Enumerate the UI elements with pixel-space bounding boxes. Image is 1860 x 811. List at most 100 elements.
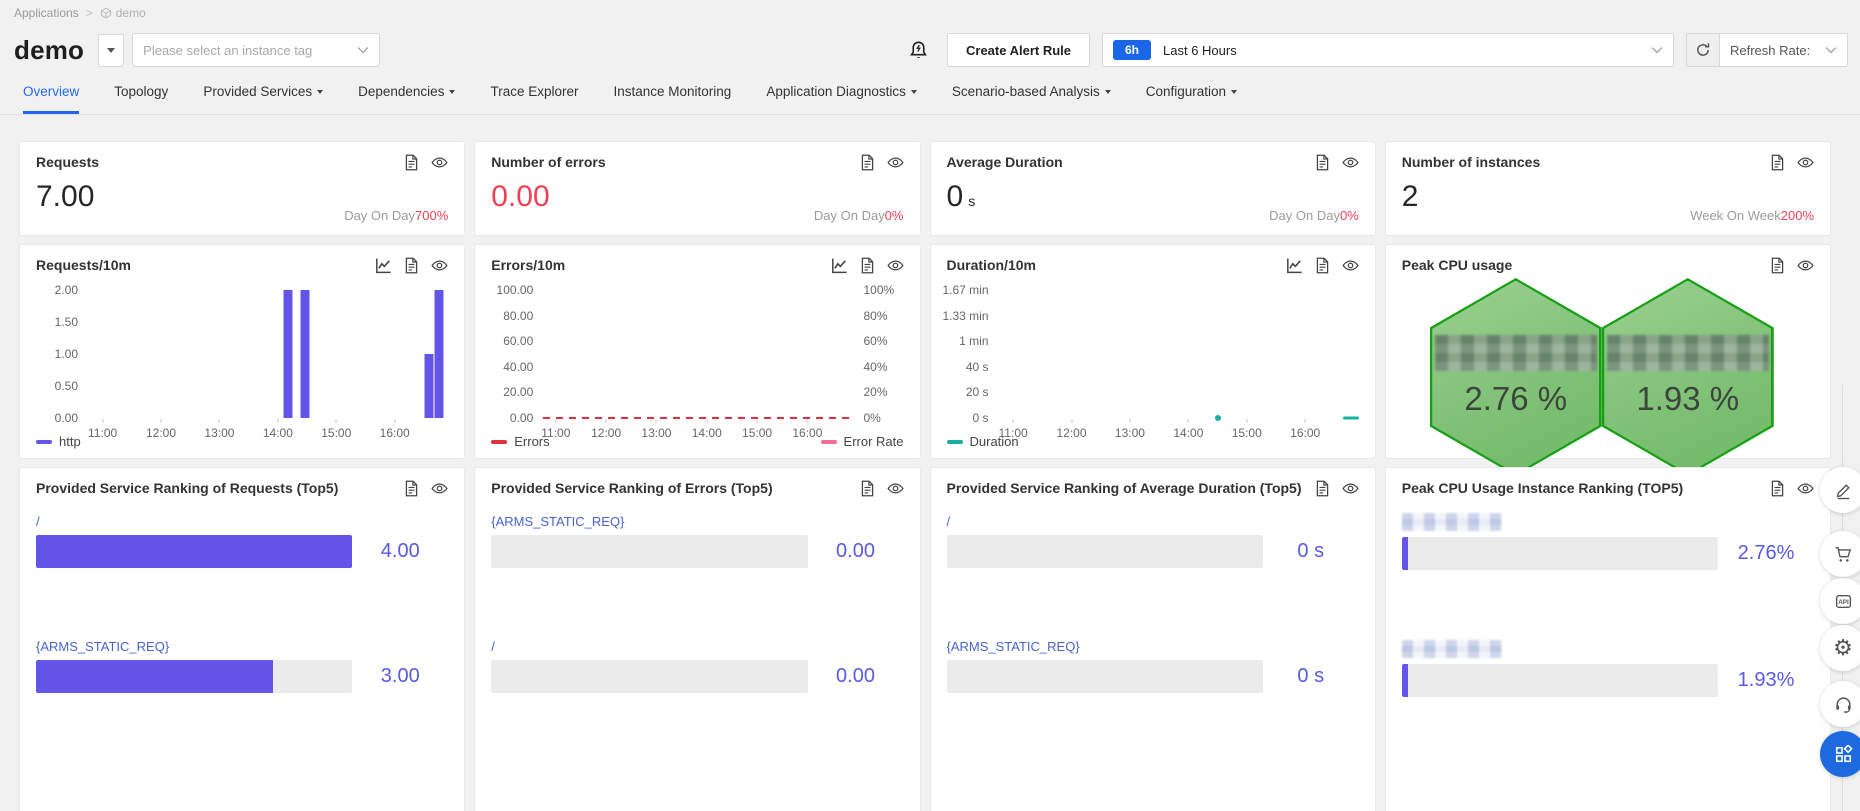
chart-card-duration-10m: Duration/10m 1.67 min 1.33 min 1 min 40 s 20… bbox=[929, 244, 1376, 459]
ranking-cards-row: Provided Service Ranking of Requests (To… bbox=[19, 467, 1831, 811]
y-axis-tick-right: 20% bbox=[863, 385, 888, 400]
document-icon[interactable] bbox=[1314, 257, 1331, 274]
chart-legend: Duration bbox=[946, 434, 1359, 449]
document-icon[interactable] bbox=[1314, 480, 1331, 497]
breadcrumb-root[interactable]: Applications bbox=[14, 6, 79, 20]
x-axis-tick: 13:00 bbox=[1114, 426, 1145, 440]
x-axis-tick: 16:00 bbox=[379, 426, 410, 440]
service-link[interactable]: {ARMS_STATIC_REQ} bbox=[946, 639, 1080, 654]
api-badge-icon[interactable]: API bbox=[1820, 578, 1860, 624]
eye-icon[interactable] bbox=[886, 154, 904, 171]
tab-trace-explorer[interactable]: Trace Explorer bbox=[490, 84, 579, 99]
create-alert-rule-button[interactable]: Create Alert Rule bbox=[947, 33, 1090, 67]
tab-overview[interactable]: Overview bbox=[23, 84, 80, 114]
legend-item[interactable]: Duration bbox=[946, 434, 1019, 449]
alert-bell-icon[interactable] bbox=[903, 35, 933, 65]
document-icon[interactable] bbox=[859, 257, 876, 274]
x-axis-tick: 16:00 bbox=[792, 426, 823, 440]
service-link[interactable]: {ARMS_STATIC_REQ} bbox=[36, 639, 170, 654]
ranking-value: 0.00 bbox=[836, 665, 875, 687]
blurred-instance-label bbox=[1401, 640, 1502, 658]
eye-icon[interactable] bbox=[1342, 154, 1359, 171]
svg-text:API: API bbox=[1838, 599, 1849, 606]
x-axis-tick: 15:00 bbox=[321, 426, 352, 440]
document-icon[interactable] bbox=[403, 480, 420, 497]
zero-value-dashed-line bbox=[543, 417, 854, 419]
caret-down-icon bbox=[449, 89, 456, 94]
app-switcher-button[interactable] bbox=[98, 33, 125, 67]
tab-scenario-based-analysis[interactable]: Scenario-based Analysis bbox=[952, 84, 1111, 114]
chart-bar bbox=[283, 290, 293, 418]
document-icon[interactable] bbox=[859, 154, 876, 171]
service-link[interactable]: {ARMS_STATIC_REQ} bbox=[491, 514, 625, 529]
service-link[interactable]: / bbox=[491, 639, 495, 654]
headset-icon[interactable] bbox=[1820, 681, 1860, 727]
eye-icon[interactable] bbox=[431, 154, 448, 171]
caret-down-icon bbox=[1104, 89, 1111, 94]
legend-item[interactable]: Errors bbox=[491, 434, 550, 449]
ranking-row: {ARMS_STATIC_REQ} 0 s bbox=[946, 638, 1359, 693]
tab-dependencies[interactable]: Dependencies bbox=[358, 84, 456, 114]
eye-icon[interactable] bbox=[1797, 257, 1814, 274]
legend-item[interactable]: Error Rate bbox=[820, 434, 904, 449]
eye-icon[interactable] bbox=[1797, 154, 1814, 171]
kpi-compare: Day On Day0% bbox=[1269, 208, 1359, 223]
refresh-button[interactable] bbox=[1686, 33, 1720, 67]
refresh-rate-select[interactable]: Refresh Rate: bbox=[1720, 33, 1848, 67]
document-icon[interactable] bbox=[1769, 257, 1786, 274]
service-link[interactable]: / bbox=[946, 514, 951, 529]
document-icon[interactable] bbox=[403, 154, 420, 171]
line-chart-icon[interactable] bbox=[1286, 257, 1303, 274]
ranking-row: {ARMS_STATIC_REQ} 3.00 bbox=[36, 638, 448, 693]
tab-application-diagnostics[interactable]: Application Diagnostics bbox=[766, 84, 917, 114]
document-icon[interactable] bbox=[1769, 154, 1786, 171]
edit-pencil-icon[interactable] bbox=[1820, 467, 1860, 513]
eye-icon[interactable] bbox=[886, 257, 904, 274]
page-title: demo bbox=[14, 34, 85, 65]
kpi-title: Number of instances bbox=[1401, 154, 1541, 170]
x-axis-tick: 15:00 bbox=[1231, 426, 1262, 440]
refresh-rate-label: Refresh Rate: bbox=[1730, 42, 1811, 58]
eye-icon[interactable] bbox=[886, 480, 904, 497]
card-header-icons bbox=[375, 257, 448, 274]
legend-item[interactable]: http bbox=[36, 434, 81, 449]
tab-provided-services[interactable]: Provided Services bbox=[203, 84, 324, 114]
tab-instance-monitoring[interactable]: Instance Monitoring bbox=[613, 84, 732, 99]
instance-tag-select[interactable]: Please select an instance tag bbox=[132, 33, 381, 67]
ranking-row: / 0.00 bbox=[491, 638, 903, 693]
settings-gear-icon[interactable]: ⚙ bbox=[1820, 625, 1860, 671]
tab-configuration[interactable]: Configuration bbox=[1146, 84, 1238, 114]
y-axis-tick: 1 min bbox=[959, 334, 989, 349]
eye-icon[interactable] bbox=[1797, 480, 1814, 497]
y-axis-tick-right: 100% bbox=[863, 283, 895, 297]
y-axis-tick: 2.00 bbox=[54, 283, 78, 297]
chart-card-errors-10m: Errors/10m 100.00 80.00 60.00 40.00 20.00 0.0… bbox=[474, 244, 921, 459]
app-grid-icon[interactable] bbox=[1820, 731, 1860, 777]
ranking-card-1: Provided Service Ranking of Errors (Top5… bbox=[474, 467, 921, 811]
page-header: demo Please select an instance tag Creat… bbox=[14, 30, 1848, 70]
ranking-bar-track bbox=[36, 535, 353, 568]
tab-topology[interactable]: Topology bbox=[114, 84, 169, 99]
kpi-title: Average Duration bbox=[946, 154, 1063, 170]
eye-icon[interactable] bbox=[1342, 480, 1359, 497]
service-link[interactable]: / bbox=[36, 514, 40, 529]
eye-icon[interactable] bbox=[1342, 257, 1359, 274]
kpi-value: 7.00 bbox=[36, 180, 95, 213]
line-chart-icon[interactable] bbox=[375, 257, 392, 274]
eye-icon[interactable] bbox=[431, 480, 448, 497]
kpi-compare: Week On Week200% bbox=[1690, 208, 1814, 223]
eye-icon[interactable] bbox=[431, 257, 448, 274]
shopping-cart-icon[interactable] bbox=[1820, 531, 1860, 577]
line-chart-icon[interactable] bbox=[831, 257, 848, 274]
legend-swatch bbox=[36, 439, 52, 444]
legend-swatch bbox=[946, 439, 963, 444]
document-icon[interactable] bbox=[1769, 480, 1786, 497]
card-header-icons bbox=[403, 154, 448, 171]
document-icon[interactable] bbox=[403, 257, 420, 274]
document-icon[interactable] bbox=[859, 480, 876, 497]
chart-card-requests-10m: Requests/10m 2.00 1.50 1.00 0.50 0.00 11:00 12… bbox=[19, 244, 466, 459]
x-axis-tick: 12:00 bbox=[146, 426, 177, 440]
document-icon[interactable] bbox=[1314, 154, 1331, 171]
ranking-value: 0 s bbox=[1297, 540, 1325, 562]
time-range-select[interactable]: 6h Last 6 Hours bbox=[1102, 33, 1674, 67]
